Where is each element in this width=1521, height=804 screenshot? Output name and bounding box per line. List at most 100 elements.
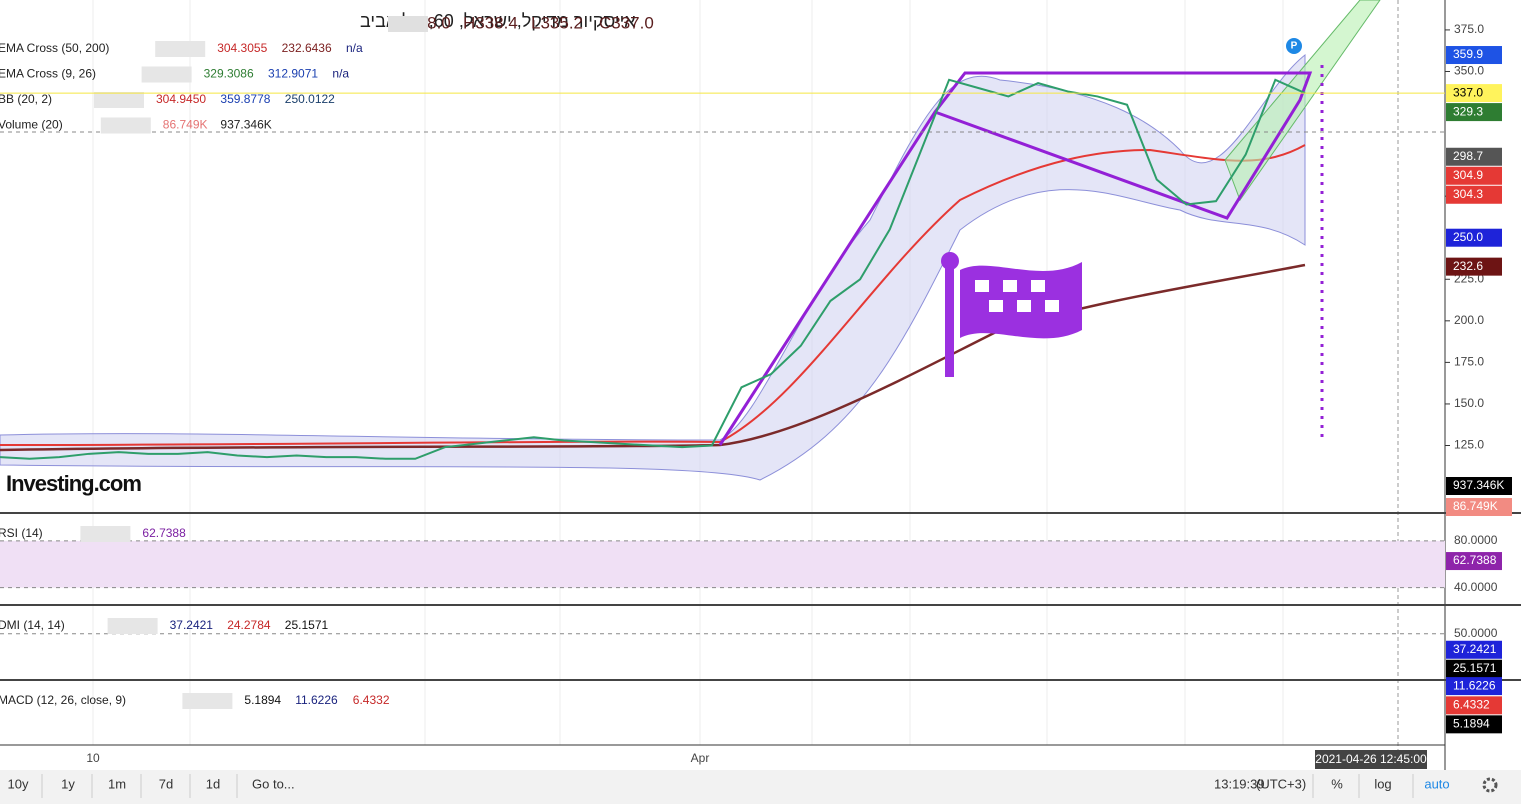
price-label-box [1446,103,1502,122]
legend-buttons[interactable] [141,66,192,83]
volume-label-box [1446,498,1512,516]
x-tick-label: 10 [86,751,100,765]
price-label-box [1446,696,1502,715]
legend-value: 329.3086 [204,67,254,81]
legend-name: DMI (14, 14) [0,618,65,632]
logo: Investing.com [6,471,141,496]
price-line [0,78,1306,460]
price-label: 232.6 [1453,259,1483,273]
price-label: 5.1894 [1453,717,1490,731]
legend-value: 937.346K [220,118,271,132]
volume-label: 86.749K [1453,499,1498,513]
y-tick-label: 150.0 [1454,396,1484,410]
price-label: 250.0 [1453,230,1483,244]
range-button[interactable]: 10y [8,776,29,791]
price-label-box [1446,640,1502,659]
price-label: 298.7 [1453,149,1483,163]
range-button[interactable]: 7d [159,776,173,791]
legend-name: Volume (20) [0,118,63,132]
price-label-box [1446,677,1502,696]
legend-buttons[interactable] [80,526,131,542]
legend-buttons [388,16,428,32]
price-label-box [1446,147,1502,166]
price-label: 329.3 [1453,104,1483,118]
legend-value: 24.2784 [227,618,271,632]
legend-value: 86.749K [163,118,208,132]
clock: 13:19:39 [1214,776,1265,791]
legend-value: 304.9450 [156,92,206,106]
y-tick-label: 175.0 [1454,355,1484,369]
ohlc-value: C337.0 [599,13,654,32]
price-label: 337.0 [1453,85,1483,99]
legend-buttons[interactable] [94,92,144,108]
settings-button[interactable] [1482,777,1498,793]
panel-separators [0,512,1521,681]
legend-buttons[interactable] [107,618,158,634]
price-label-box [1446,552,1502,571]
y-tick-label: 350.0 [1454,64,1484,78]
price-label: 25.1571 [1453,661,1497,675]
legend-name: EMA Cross (50, 200) [0,41,109,55]
ema-50 [0,144,1306,446]
legend-value: 25.1571 [285,618,329,632]
option-button[interactable]: auto [1424,776,1449,791]
price-label-box [1446,228,1502,247]
toolbar [0,770,1521,804]
volume-label: 937.346K [1453,478,1504,492]
legend-value: 312.9071 [268,67,318,81]
symbol: אייסקיור מדיקל, ישראל, 60, תל אביב [360,11,636,31]
legend-value: 6.4332 [353,693,390,707]
price-label: 62.7388 [1453,553,1497,567]
channel [1224,0,1381,202]
range-button[interactable]: 1m [108,776,126,791]
legend-buttons[interactable] [155,41,206,57]
legend-value: 304.3055 [217,41,267,55]
legend-name: MACD (12, 26, close, 9) [0,693,126,707]
legend-value: 5.1894 [244,693,281,707]
option-button[interactable]: log [1374,776,1391,791]
legend-name: BB (20, 2) [0,92,52,106]
price-label: 359.9 [1453,47,1483,61]
legend-name: EMA Cross (9, 26) [0,67,96,81]
x-tick-label: Apr [691,751,710,765]
price-label-box [1446,257,1502,276]
price-label-box [1446,46,1502,65]
legend-buttons[interactable] [182,693,233,709]
option-button[interactable]: % [1331,776,1343,791]
price-label-box [1446,715,1502,734]
price-label: 304.3 [1453,187,1483,201]
flag-pattern [718,71,1313,446]
timezone: (UTC+3) [1256,776,1306,791]
panel-tick-label: 50.0000 [1454,626,1498,640]
legend-value: n/a [346,41,363,55]
y-tick-label: 125.0 [1454,438,1484,452]
range-button[interactable]: 1y [61,776,75,791]
legend-value: 62.7388 [142,526,186,540]
legend-value: 37.2421 [170,618,214,632]
price-label-box [1446,659,1502,678]
price-label: 304.9 [1453,168,1483,182]
volume-label-box [1446,477,1512,495]
cursor-time: 2021-04-26 12:45:00 [1315,752,1427,766]
price-label-box [1446,84,1502,103]
price-label-box [1446,166,1502,185]
ohlc-value: H338.4 [463,13,518,32]
goto-button[interactable]: Go to... [252,776,295,791]
range-button[interactable]: 1d [206,776,220,791]
y-tick-label: 200.0 [1454,313,1484,327]
price-label-box [1446,185,1502,204]
y-tick-label: 375.0 [1454,22,1484,36]
price-label: 37.2421 [1453,642,1497,656]
price-label: 11.6226 [1453,678,1496,692]
panel-tick-label: 40.0000 [1454,580,1498,594]
legend-buttons[interactable] [100,117,151,134]
legend-value: 250.0122 [285,92,335,106]
cursor-time-box [1315,750,1427,769]
event-marker[interactable] [1286,38,1302,54]
legend-name: RSI (14) [0,526,43,540]
legend-value: 232.6436 [282,41,332,55]
legend-value: 359.8778 [220,92,270,106]
legend-value: 11.6226 [295,693,338,707]
event-marker-letter: P [1291,41,1298,52]
